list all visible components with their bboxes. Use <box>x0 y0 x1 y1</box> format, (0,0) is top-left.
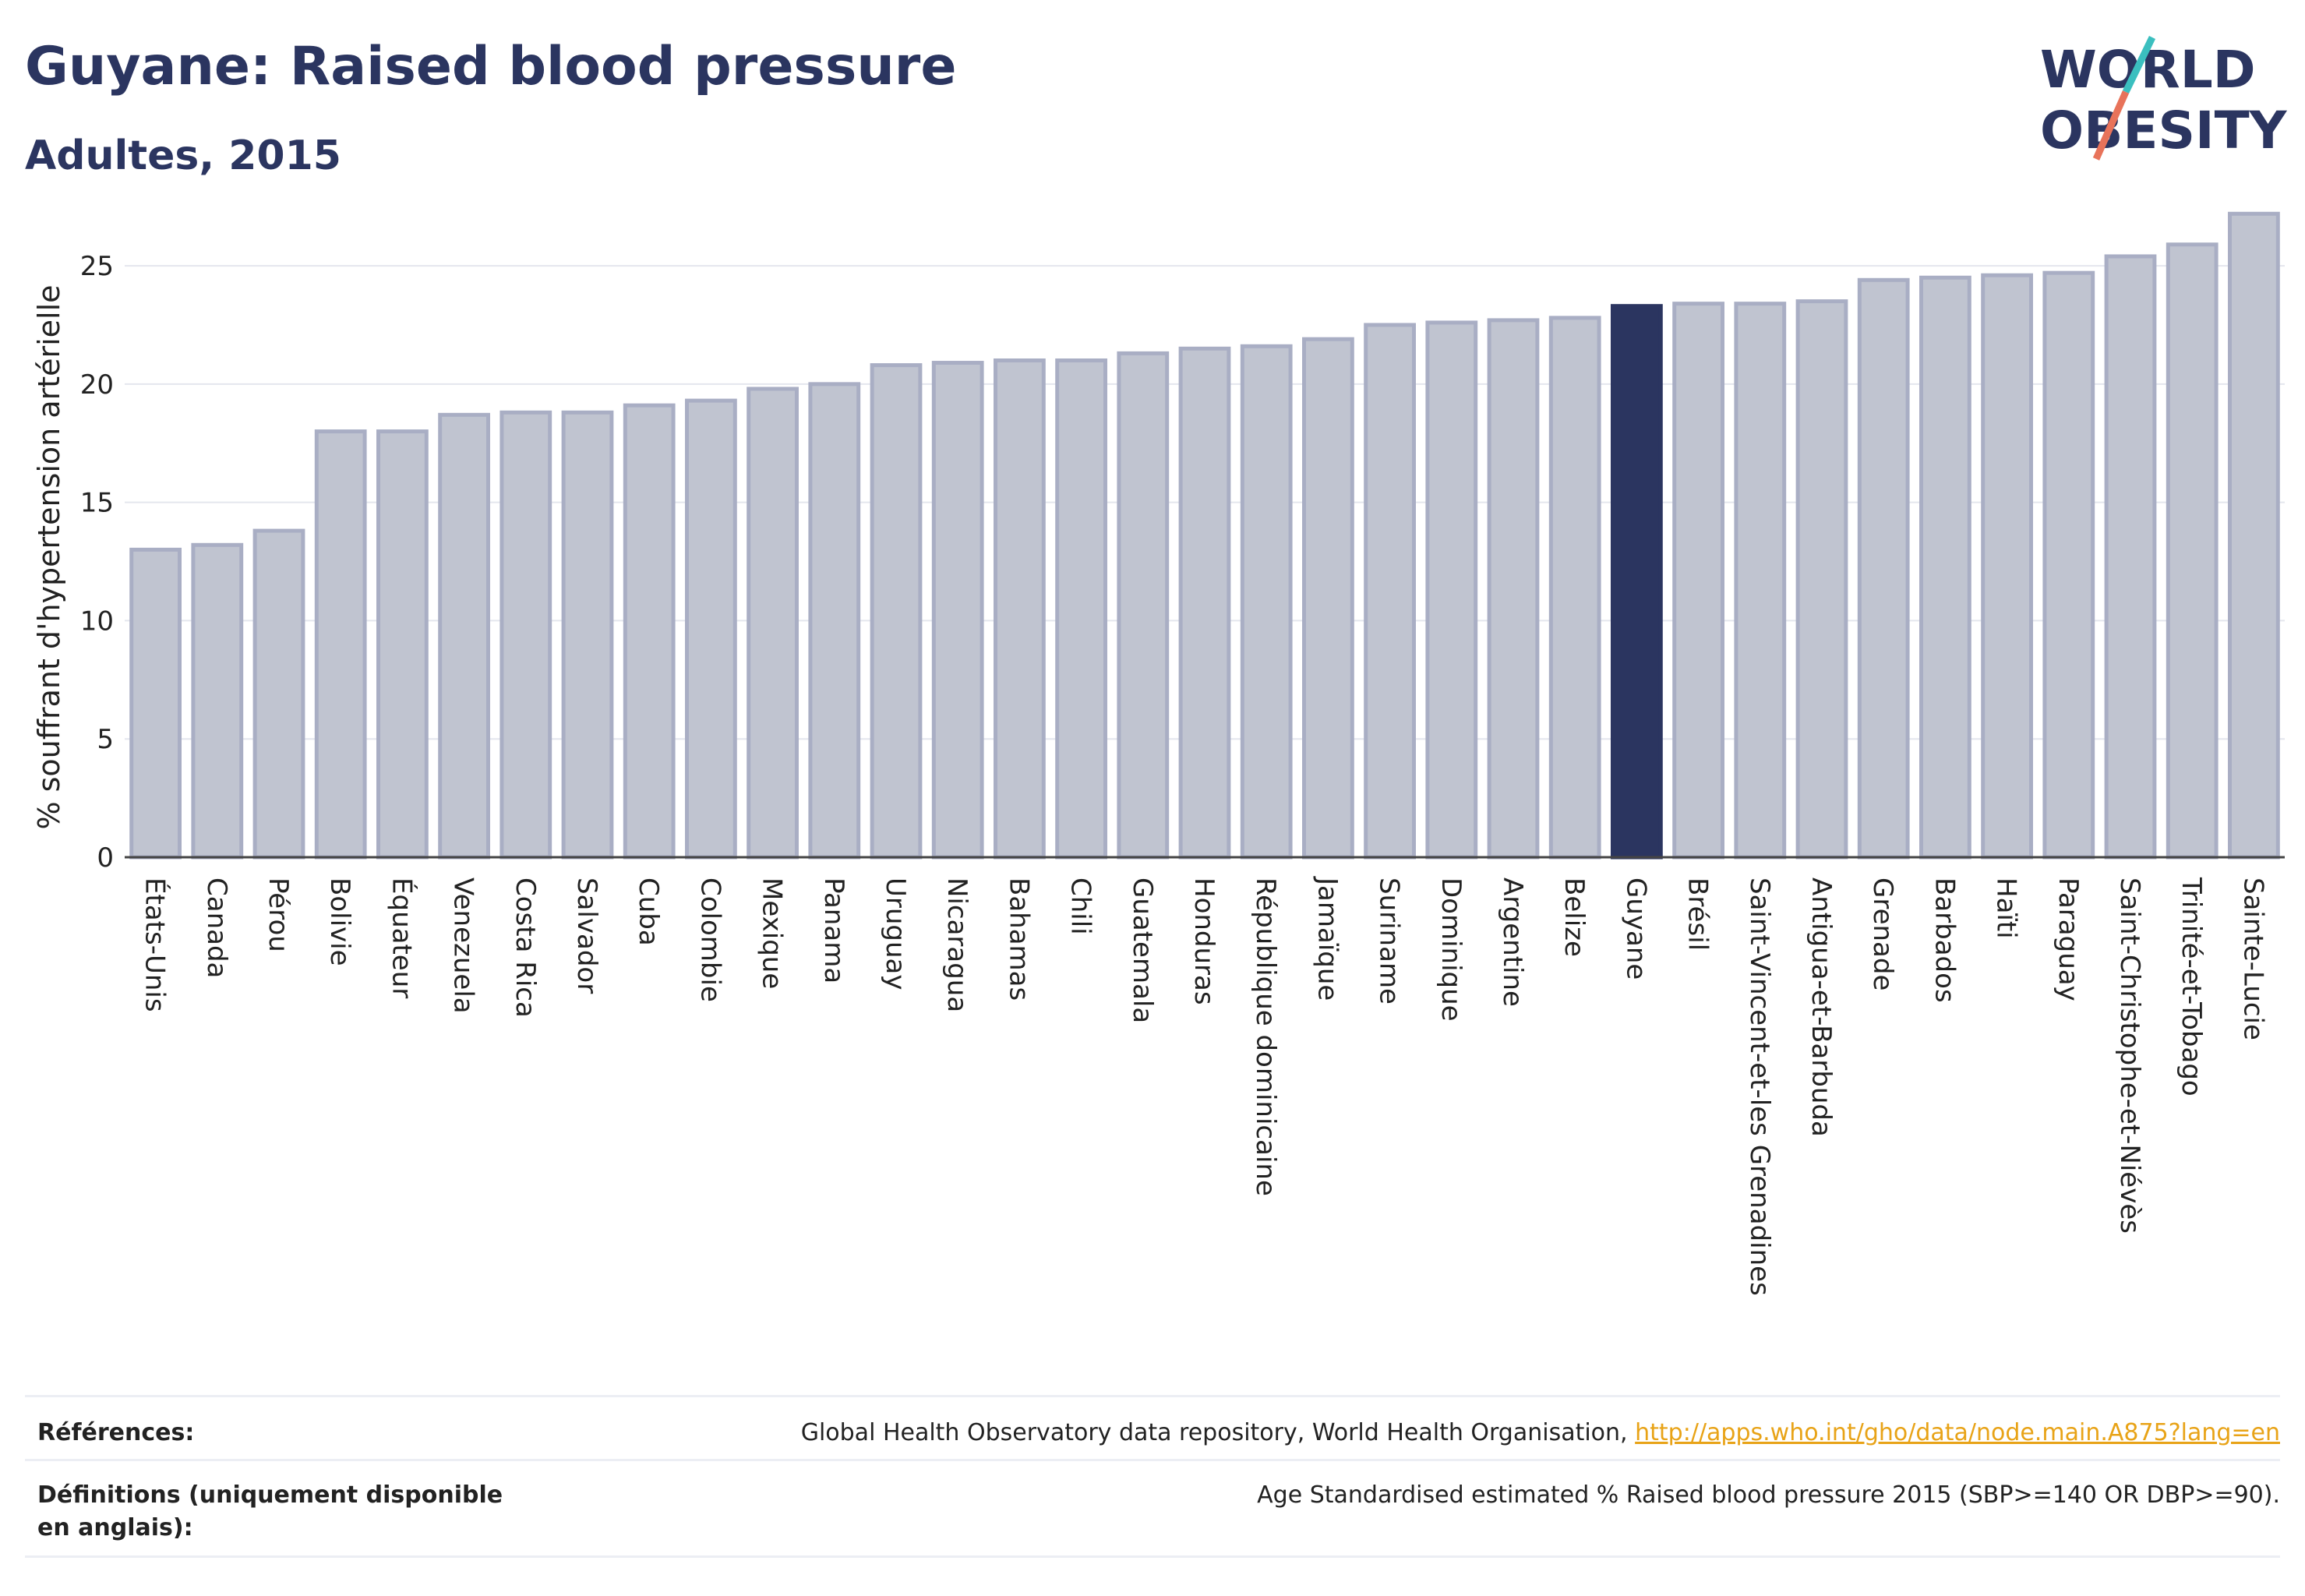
x-tick-label: Paraguay <box>2053 877 2084 1001</box>
x-tick-label: Barbados <box>1929 877 1960 1003</box>
x-tick-label: Belize <box>1558 877 1590 957</box>
logo-line2: OBESITY <box>2040 101 2288 161</box>
bar <box>747 387 799 860</box>
bar <box>808 382 861 860</box>
bar <box>2042 270 2095 860</box>
bar <box>1487 318 1540 860</box>
bar <box>1672 302 1724 860</box>
bar <box>1611 304 1663 860</box>
chart-subtitle: Adultes, 2015 <box>25 132 341 179</box>
x-tick-label: Costa Rica <box>510 877 541 1018</box>
x-tick-label: Pérou <box>263 877 294 952</box>
x-tick-label: Salvador <box>571 877 602 994</box>
bar <box>685 398 737 860</box>
bar <box>1795 299 1848 860</box>
world-obesity-logo: WORLD OBESITY <box>2040 36 2288 161</box>
x-tick-label: Suriname <box>1374 877 1405 1005</box>
bar <box>314 429 367 860</box>
x-tick-label: Mexique <box>757 877 788 989</box>
x-tick-label: Honduras <box>1188 877 1220 1005</box>
x-tick-label: Trinité-et-Tobago <box>2176 877 2207 1096</box>
x-tick-label: Guyane <box>1620 877 1651 980</box>
chart-title: Guyane: Raised blood pressure <box>25 36 957 97</box>
footer-divider-bottom <box>25 1555 2280 1558</box>
footer-divider-middle <box>25 1459 2280 1461</box>
x-tick-label: Grenade <box>1867 877 1898 990</box>
bar <box>1981 273 2033 860</box>
y-tick-label: 0 <box>97 842 114 874</box>
x-tick-label: Sainte-Lucie <box>2237 877 2268 1040</box>
x-tick-label: Colombie <box>694 877 725 1002</box>
bar <box>994 358 1046 860</box>
x-tick-label: Panama <box>818 877 849 983</box>
x-tick-label: Saint-Vincent-et-les Grenadines <box>1744 877 1775 1296</box>
footer-divider-top <box>25 1395 2280 1397</box>
bar <box>1240 344 1293 860</box>
bar <box>1425 320 1478 860</box>
bar <box>931 361 984 860</box>
references-label: Références: <box>37 1419 195 1446</box>
bar <box>1857 277 1910 860</box>
y-tick-label: 20 <box>80 369 114 401</box>
logo-slash-coral <box>2092 90 2130 161</box>
bar <box>376 429 429 860</box>
bar <box>2166 242 2219 860</box>
bar <box>1548 316 1601 860</box>
bar <box>1364 323 1416 860</box>
bar <box>870 363 923 860</box>
definitions-label: Définitions (uniquement disponible en an… <box>37 1481 503 1541</box>
x-tick-label: Cuba <box>633 877 664 946</box>
bar <box>1919 275 1971 860</box>
x-tick-label: Équateur <box>386 877 418 998</box>
definitions-text: Age Standardised estimated % Raised bloo… <box>1257 1481 2280 1509</box>
bar <box>252 528 305 860</box>
bar-chart: 0 5 10 15 20 25 % souffrant d'hypertension art… <box>32 211 2285 1296</box>
bar <box>623 403 676 860</box>
bar <box>1734 302 1787 860</box>
x-tick-label: Saint-Christophe-et-Niévès <box>2114 877 2145 1234</box>
y-tick-label: 15 <box>80 488 114 519</box>
bar <box>438 412 490 860</box>
x-tick-label: Nicaragua <box>941 877 972 1012</box>
x-tick-label: République dominicaine <box>1250 877 1281 1196</box>
references-link[interactable]: http://apps.who.int/gho/data/node.main.A… <box>1635 1419 2280 1446</box>
x-tick-label: États-Unis <box>139 877 171 1012</box>
bar <box>561 410 614 860</box>
bar <box>2228 211 2280 860</box>
y-tick-label: 5 <box>97 724 114 755</box>
bar <box>191 542 244 860</box>
x-tick-label: Canada <box>201 877 232 978</box>
x-tick-label: Uruguay <box>880 877 911 990</box>
bar <box>1178 346 1231 860</box>
x-tick-label: Brésil <box>1682 877 1714 951</box>
bar <box>129 547 182 860</box>
y-tick-label: 10 <box>80 606 114 637</box>
references-source: Global Health Observatory data repositor… <box>800 1419 1628 1446</box>
x-tick-label: Venezuela <box>448 877 479 1014</box>
x-tick-label: Argentine <box>1497 877 1528 1007</box>
x-tick-label: Bolivie <box>324 877 355 966</box>
x-tick-label: Haïti <box>1991 877 2022 939</box>
references-text: Global Health Observatory data repositor… <box>801 1417 2280 1449</box>
x-tick-label: Chili <box>1065 877 1096 935</box>
x-tick-label: Jamaïque <box>1311 876 1343 1001</box>
logo-slash-teal <box>2122 36 2156 94</box>
bar <box>1117 351 1170 860</box>
x-tick-label: Bahamas <box>1003 877 1034 1001</box>
bar <box>1055 358 1107 860</box>
bar <box>2104 254 2157 860</box>
bar <box>499 410 552 860</box>
y-tick-label: 25 <box>80 251 114 282</box>
x-tick-label: Guatemala <box>1127 877 1158 1023</box>
y-axis-title: % souffrant d'hypertension artérielle <box>32 284 66 829</box>
bar <box>1302 337 1354 860</box>
x-tick-label: Antigua-et-Barbuda <box>1806 877 1837 1137</box>
x-tick-label: Dominique <box>1435 877 1467 1022</box>
